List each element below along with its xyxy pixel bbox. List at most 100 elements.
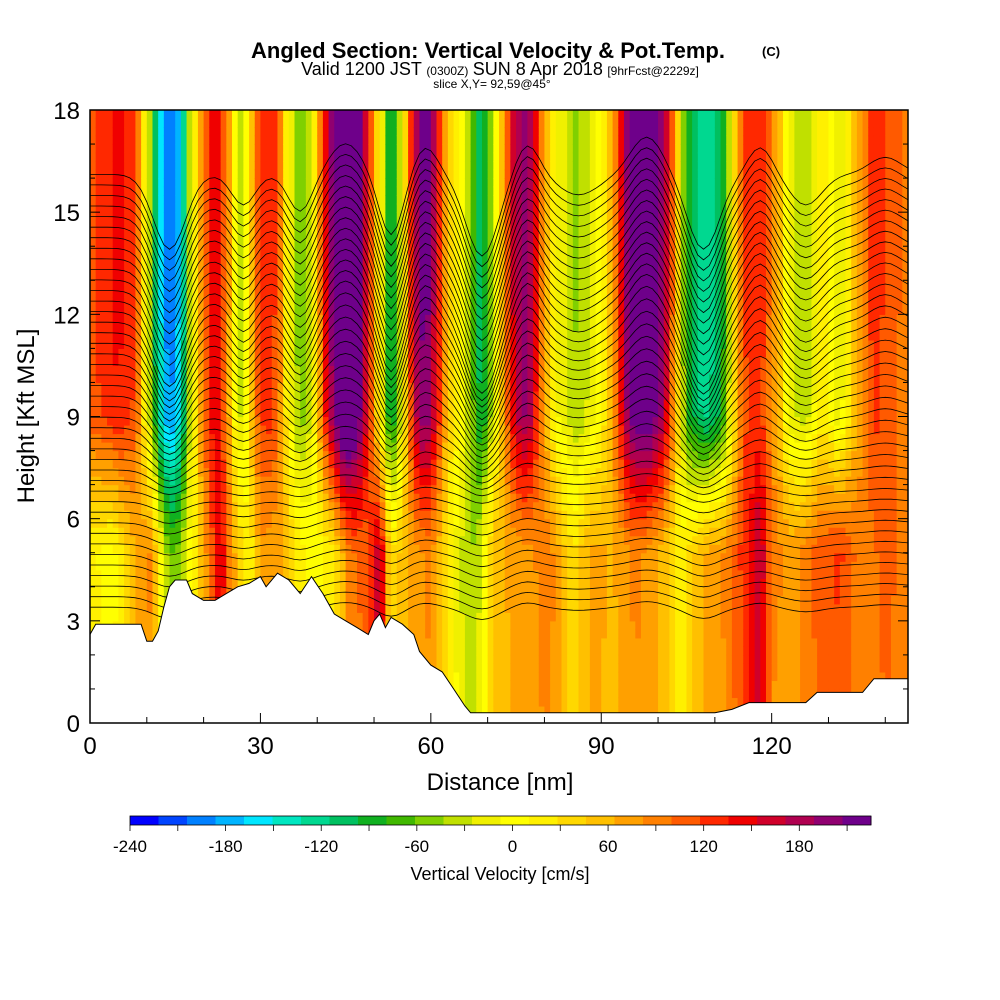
velocity-cell <box>328 178 335 188</box>
velocity-cell <box>447 280 455 290</box>
velocity-cell <box>141 484 148 494</box>
velocity-cell <box>237 254 244 264</box>
velocity-cell <box>328 569 335 579</box>
velocity-cell <box>385 254 392 264</box>
velocity-cell <box>408 161 415 171</box>
velocity-cell <box>339 356 347 367</box>
velocity-cell <box>430 212 438 222</box>
velocity-cell <box>175 110 182 120</box>
velocity-cell <box>254 399 262 409</box>
velocity-cell <box>334 544 341 554</box>
velocity-cell <box>158 527 165 537</box>
velocity-cell <box>112 144 119 154</box>
velocity-cell <box>101 365 108 375</box>
velocity-cell <box>152 322 159 332</box>
velocity-cell <box>237 314 244 324</box>
velocity-cell <box>266 484 273 494</box>
velocity-cell <box>419 612 426 622</box>
velocity-cell <box>356 254 364 264</box>
velocity-cell <box>186 399 193 409</box>
velocity-cell <box>288 254 296 264</box>
velocity-cell <box>146 186 154 196</box>
velocity-cell <box>112 450 119 460</box>
velocity-cell <box>163 578 171 588</box>
velocity-cell <box>402 195 409 205</box>
velocity-cell <box>379 510 386 520</box>
velocity-cell <box>141 305 148 315</box>
velocity-cell <box>260 331 267 341</box>
velocity-cell <box>192 484 199 494</box>
velocity-cell <box>260 144 267 154</box>
velocity-cell <box>186 569 193 579</box>
velocity-cell <box>214 569 222 579</box>
velocity-cell <box>90 620 97 630</box>
velocity-cell <box>391 416 398 426</box>
velocity-cell <box>425 161 432 171</box>
velocity-cell <box>197 246 205 256</box>
velocity-cell <box>186 110 193 120</box>
velocity-cell <box>237 544 244 554</box>
velocity-cell <box>158 271 165 281</box>
velocity-cell <box>419 450 426 460</box>
velocity-cell <box>385 407 392 418</box>
velocity-cell <box>453 356 460 367</box>
velocity-cell <box>464 561 472 571</box>
velocity-cell <box>237 510 244 520</box>
velocity-cell <box>317 152 324 162</box>
velocity-cell <box>192 561 199 571</box>
velocity-cell <box>146 407 154 418</box>
velocity-cell <box>124 144 131 154</box>
velocity-cell <box>90 356 97 367</box>
velocity-cell <box>141 195 148 205</box>
velocity-cell <box>402 331 409 341</box>
velocity-cell <box>345 212 352 222</box>
velocity-cell <box>351 544 358 554</box>
velocity-cell <box>112 399 119 409</box>
velocity-cell <box>192 246 199 256</box>
velocity-cell <box>447 646 455 656</box>
velocity-cell <box>322 433 330 443</box>
velocity-cell <box>90 518 97 528</box>
velocity-cell <box>118 612 125 622</box>
velocity-cell <box>186 390 193 401</box>
velocity-cell <box>430 220 438 230</box>
velocity-cell <box>391 467 398 477</box>
velocity-cell <box>203 280 210 290</box>
velocity-cell <box>146 118 154 128</box>
velocity-cell <box>334 169 341 179</box>
velocity-cell <box>322 178 330 188</box>
velocity-cell <box>243 263 250 273</box>
velocity-cell <box>419 331 426 341</box>
velocity-cell <box>135 322 142 332</box>
velocity-cell <box>425 373 432 384</box>
velocity-cell <box>385 603 392 613</box>
velocity-cell <box>391 144 398 154</box>
velocity-cell <box>476 161 483 171</box>
velocity-cell <box>118 288 125 298</box>
velocity-cell <box>158 535 165 545</box>
velocity-cell <box>203 382 210 392</box>
velocity-cell <box>135 127 142 137</box>
velocity-cell <box>209 178 216 188</box>
velocity-cell <box>226 178 233 188</box>
velocity-cell <box>476 203 483 213</box>
velocity-cell <box>214 459 222 469</box>
velocity-cell <box>169 246 176 256</box>
velocity-cell <box>447 544 455 554</box>
velocity-cell <box>379 390 386 401</box>
velocity-cell <box>391 263 398 273</box>
velocity-cell <box>186 152 193 162</box>
velocity-cell <box>464 603 472 613</box>
velocity-cell <box>203 552 210 562</box>
velocity-cell <box>209 288 216 298</box>
velocity-cell <box>95 161 102 171</box>
velocity-cell <box>408 544 415 554</box>
velocity-cell <box>243 373 250 384</box>
velocity-cell <box>322 552 330 562</box>
velocity-cell <box>214 390 222 401</box>
velocity-cell <box>311 390 318 401</box>
velocity-cell <box>135 297 142 307</box>
velocity-cell <box>447 569 455 579</box>
velocity-cell <box>209 237 216 247</box>
velocity-cell <box>158 476 165 486</box>
